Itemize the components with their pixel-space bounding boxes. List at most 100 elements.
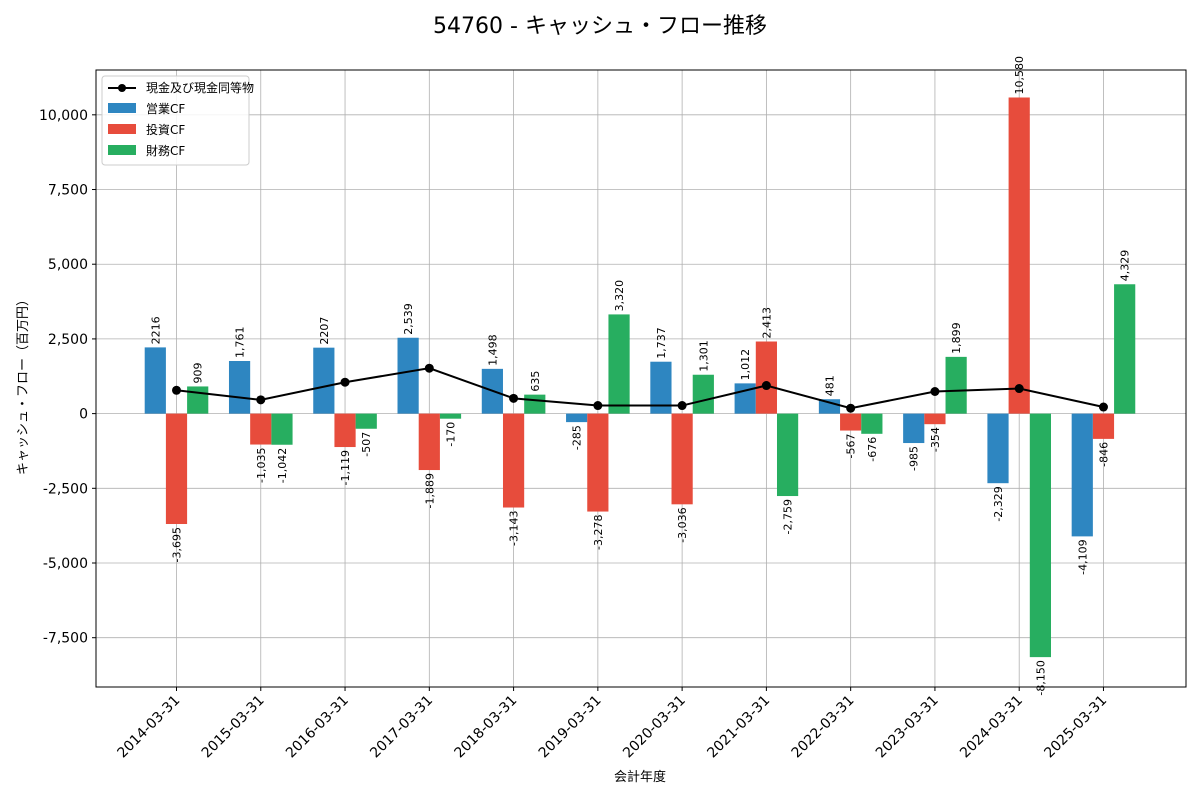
bar <box>418 413 440 471</box>
bar-value-label: 481 <box>823 375 836 396</box>
bar <box>439 413 462 419</box>
cash-point <box>424 363 434 373</box>
bar <box>861 413 883 434</box>
bar-value-label: -285 <box>571 425 584 450</box>
x-axis-label: 会計年度 <box>614 769 666 785</box>
legend-box <box>101 75 250 166</box>
bar-value-label: -2,759 <box>782 499 795 534</box>
legend-marker-swatch <box>118 84 126 92</box>
bar-label-layer: 2216 1,761 2207 2,539 1,498 -285 1,737 1,012 481… <box>149 56 1131 696</box>
bar <box>524 394 546 414</box>
bar-value-label: -846 <box>1097 442 1110 467</box>
bar <box>924 413 946 425</box>
y-tick-label: -5,000 <box>43 556 88 572</box>
cash-point <box>256 395 266 405</box>
bar <box>671 413 693 505</box>
legend-label-financing: 財務CF <box>146 143 185 158</box>
bar <box>566 413 588 423</box>
bar <box>334 413 356 448</box>
legend-swatch-operating <box>108 103 136 113</box>
bar-value-label: -3,695 <box>171 527 184 562</box>
cash-point <box>172 385 181 395</box>
bar-value-label: -1,119 <box>339 450 352 485</box>
bar <box>945 356 967 414</box>
bar <box>144 347 166 414</box>
bar-value-label: -3,143 <box>508 511 521 546</box>
y-tick-label: 10,000 <box>39 108 88 124</box>
cash-line <box>176 367 1104 410</box>
y-tick-label: -7,500 <box>43 631 88 647</box>
bar <box>313 347 335 414</box>
y-tick-label: 0 <box>79 407 88 423</box>
bar-value-label: -2,329 <box>992 486 1005 521</box>
bar <box>397 337 419 414</box>
bar-value-label: 10,580 <box>1013 56 1026 95</box>
bar-value-label: -1,889 <box>423 473 436 508</box>
bar <box>608 314 630 414</box>
bar <box>355 413 377 429</box>
bar <box>818 399 841 414</box>
bar <box>1114 284 1136 414</box>
plot-frame <box>95 69 1187 688</box>
bar <box>587 413 609 512</box>
bar <box>776 413 799 497</box>
legend-swatch-financing <box>108 145 136 155</box>
bar-value-label: 909 <box>192 362 205 383</box>
bar <box>502 413 525 508</box>
bar-value-label: -1,035 <box>255 448 268 483</box>
bar <box>1029 413 1051 658</box>
legend: 現金及び現金同等物 営業CF 投資CF 財務CF <box>101 75 254 166</box>
y-tick-label: 5,000 <box>48 257 88 273</box>
bar-layer <box>144 97 1136 658</box>
bar-value-label: -3,036 <box>676 507 689 542</box>
cash-point <box>846 403 856 413</box>
legend-label-cash: 現金及び現金同等物 <box>146 80 254 95</box>
y-tick-label: 2,500 <box>48 332 88 348</box>
y-tick-label: 7,500 <box>48 183 88 199</box>
bar-value-label: 2,539 <box>402 303 415 335</box>
cash-point <box>1014 384 1024 394</box>
bar <box>1071 413 1093 537</box>
cash-point <box>593 401 603 411</box>
bar <box>650 361 672 414</box>
bar <box>1092 413 1115 439</box>
cash-point <box>1098 402 1108 412</box>
bar-value-label: -985 <box>908 446 921 471</box>
bar-value-label: -354 <box>929 427 942 452</box>
cash-point <box>930 386 940 396</box>
line-layer <box>172 363 1108 413</box>
cash-point <box>761 381 771 391</box>
bar-value-label: -4,109 <box>1076 539 1089 574</box>
bar <box>165 413 188 525</box>
bar <box>228 360 251 414</box>
cash-point <box>677 401 687 411</box>
bar-value-label: -3,278 <box>592 515 605 550</box>
bar <box>187 386 209 414</box>
bar-value-label: 2216 <box>149 316 162 344</box>
bar-value-label: 4,329 <box>1119 250 1132 282</box>
legend-label-investing: 投資CF <box>146 122 185 137</box>
cash-point <box>340 377 350 387</box>
bar <box>755 341 777 414</box>
bar <box>903 413 925 444</box>
bar <box>1008 97 1030 414</box>
bar-value-label: 635 <box>529 371 542 392</box>
bar-value-label: 2,413 <box>760 307 773 339</box>
bar-value-label: 1,301 <box>697 340 710 372</box>
chart-title: 54760 - キャッシュ・フロー推移 <box>433 14 767 39</box>
bar-value-label: 1,498 <box>486 334 499 366</box>
bar-value-label: 2207 <box>318 317 331 345</box>
bar-value-label: -170 <box>445 422 458 447</box>
bar <box>250 413 272 445</box>
cash-point <box>509 393 519 403</box>
y-tick-label: -2,500 <box>43 481 88 497</box>
bar-value-label: -676 <box>866 437 879 462</box>
y-axis-label: キャッシュ・フロー（百万円） <box>16 293 31 475</box>
bar-value-label: 1,761 <box>234 326 247 358</box>
bar-value-label: -567 <box>845 434 858 459</box>
bar-value-label: 3,320 <box>613 280 626 312</box>
bar <box>271 413 293 445</box>
bar <box>987 413 1009 484</box>
legend-swatch-investing <box>108 124 136 134</box>
